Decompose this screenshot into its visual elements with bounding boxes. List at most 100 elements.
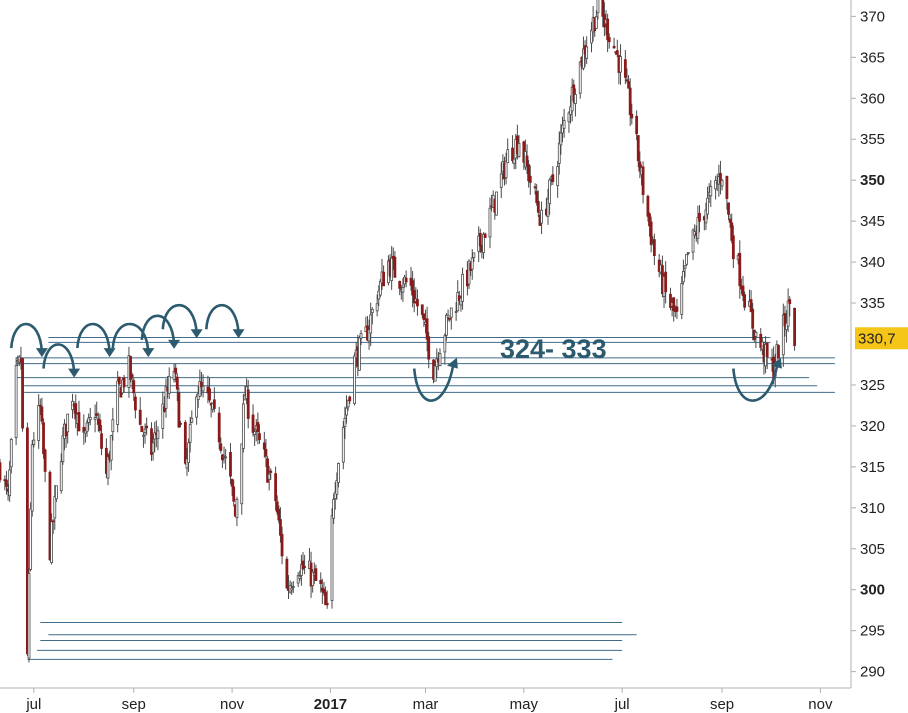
curved-arrow xyxy=(9,322,44,353)
candle-body xyxy=(454,311,458,313)
candle-body xyxy=(727,202,730,215)
candle-body xyxy=(274,473,278,502)
candle-body xyxy=(446,314,450,318)
curved-arrow xyxy=(42,343,76,373)
candle-body xyxy=(590,29,593,44)
arrowhead xyxy=(35,348,48,358)
candle-body xyxy=(535,191,539,203)
curved-arrow xyxy=(161,303,198,334)
candle-body xyxy=(438,353,442,367)
candle-body xyxy=(638,161,642,172)
candle-body xyxy=(683,265,687,269)
candle-body xyxy=(411,280,415,296)
candle-body xyxy=(527,164,531,182)
candle-body xyxy=(483,233,487,238)
candle-body xyxy=(404,277,408,283)
candle-body xyxy=(258,433,261,441)
candle-body xyxy=(601,0,605,17)
y-tick-label: 345 xyxy=(860,213,885,230)
curved-arrow xyxy=(140,314,176,344)
arrows-layer xyxy=(9,303,782,402)
candle-body xyxy=(241,403,245,449)
candle-body xyxy=(551,174,555,182)
candle-body xyxy=(582,48,585,69)
y-tick-label: 320 xyxy=(860,418,885,435)
candle-body xyxy=(478,232,482,247)
last-price-tag-background xyxy=(855,327,908,350)
candle-body xyxy=(517,143,521,157)
y-tick-label: 295 xyxy=(860,623,885,640)
candle-body xyxy=(594,16,598,29)
candle-body xyxy=(353,355,356,404)
candle-body xyxy=(42,422,45,455)
arrowhead xyxy=(770,357,782,369)
candle-body xyxy=(95,413,99,416)
candle-body xyxy=(133,396,137,411)
candle-body xyxy=(720,179,724,187)
x-tick-label: 2017 xyxy=(314,696,347,713)
candle-body xyxy=(401,287,405,293)
candle-body xyxy=(528,175,532,183)
y-tick-label: 365 xyxy=(860,49,885,66)
candle-body xyxy=(162,406,166,412)
candle-body xyxy=(232,486,236,502)
candle-body xyxy=(482,233,485,253)
candle-body xyxy=(488,207,492,238)
candle-body xyxy=(585,46,589,59)
arrowhead xyxy=(103,348,116,358)
candle-body xyxy=(27,573,31,659)
candle-body xyxy=(433,365,437,382)
candle-body xyxy=(322,588,326,594)
arrowhead xyxy=(168,339,181,349)
candle-body xyxy=(495,191,498,216)
candle-body xyxy=(346,399,350,408)
y-tick-label: 310 xyxy=(860,500,885,517)
candle-body xyxy=(557,142,561,164)
horizontal-lines-layer xyxy=(16,336,835,660)
candle-body xyxy=(669,293,672,308)
candle-body xyxy=(358,337,361,371)
candle-body xyxy=(167,375,171,394)
curved-arrow xyxy=(732,366,779,402)
candle-body xyxy=(217,412,221,443)
candle-body xyxy=(262,442,266,450)
x-tick-label: nov xyxy=(220,696,245,713)
candle-body xyxy=(777,345,780,359)
candle-body xyxy=(74,403,78,420)
y-tick-label: 350 xyxy=(860,172,885,189)
candle-body xyxy=(652,239,656,257)
curved-arrow xyxy=(76,322,111,353)
candle-body xyxy=(0,462,2,481)
candle-body xyxy=(142,434,145,437)
candle-body xyxy=(369,314,373,334)
candle-body xyxy=(412,290,416,304)
candle-body xyxy=(512,158,516,164)
candle-body xyxy=(573,94,577,104)
candle-body xyxy=(195,396,199,418)
x-tick-label: sep xyxy=(710,696,734,713)
candle-body xyxy=(314,568,318,581)
y-tick-label: 335 xyxy=(860,295,885,312)
candle-body xyxy=(98,419,102,431)
candle-body xyxy=(138,409,142,425)
candle-body xyxy=(793,307,796,346)
candle-body xyxy=(725,175,729,199)
candle-body xyxy=(685,253,689,265)
y-tick-label: 300 xyxy=(860,582,885,599)
x-tick-label: jul xyxy=(614,696,630,713)
candle-body xyxy=(50,521,53,563)
candle-body xyxy=(449,307,453,318)
y-tick-label: 370 xyxy=(860,8,885,25)
candle-body xyxy=(117,376,121,385)
candle-body xyxy=(781,314,785,356)
candle-body xyxy=(8,469,12,497)
candle-body xyxy=(416,299,419,307)
candle-body xyxy=(370,308,374,314)
candle-body xyxy=(219,443,223,451)
candle-body xyxy=(556,166,560,186)
candle-body xyxy=(330,515,334,601)
candle-body xyxy=(299,564,303,576)
candle-body xyxy=(251,414,255,433)
y-axis-ticks: 370 365 360 355 350 345 340 335 325 320 315 310 305 3… xyxy=(851,8,885,681)
